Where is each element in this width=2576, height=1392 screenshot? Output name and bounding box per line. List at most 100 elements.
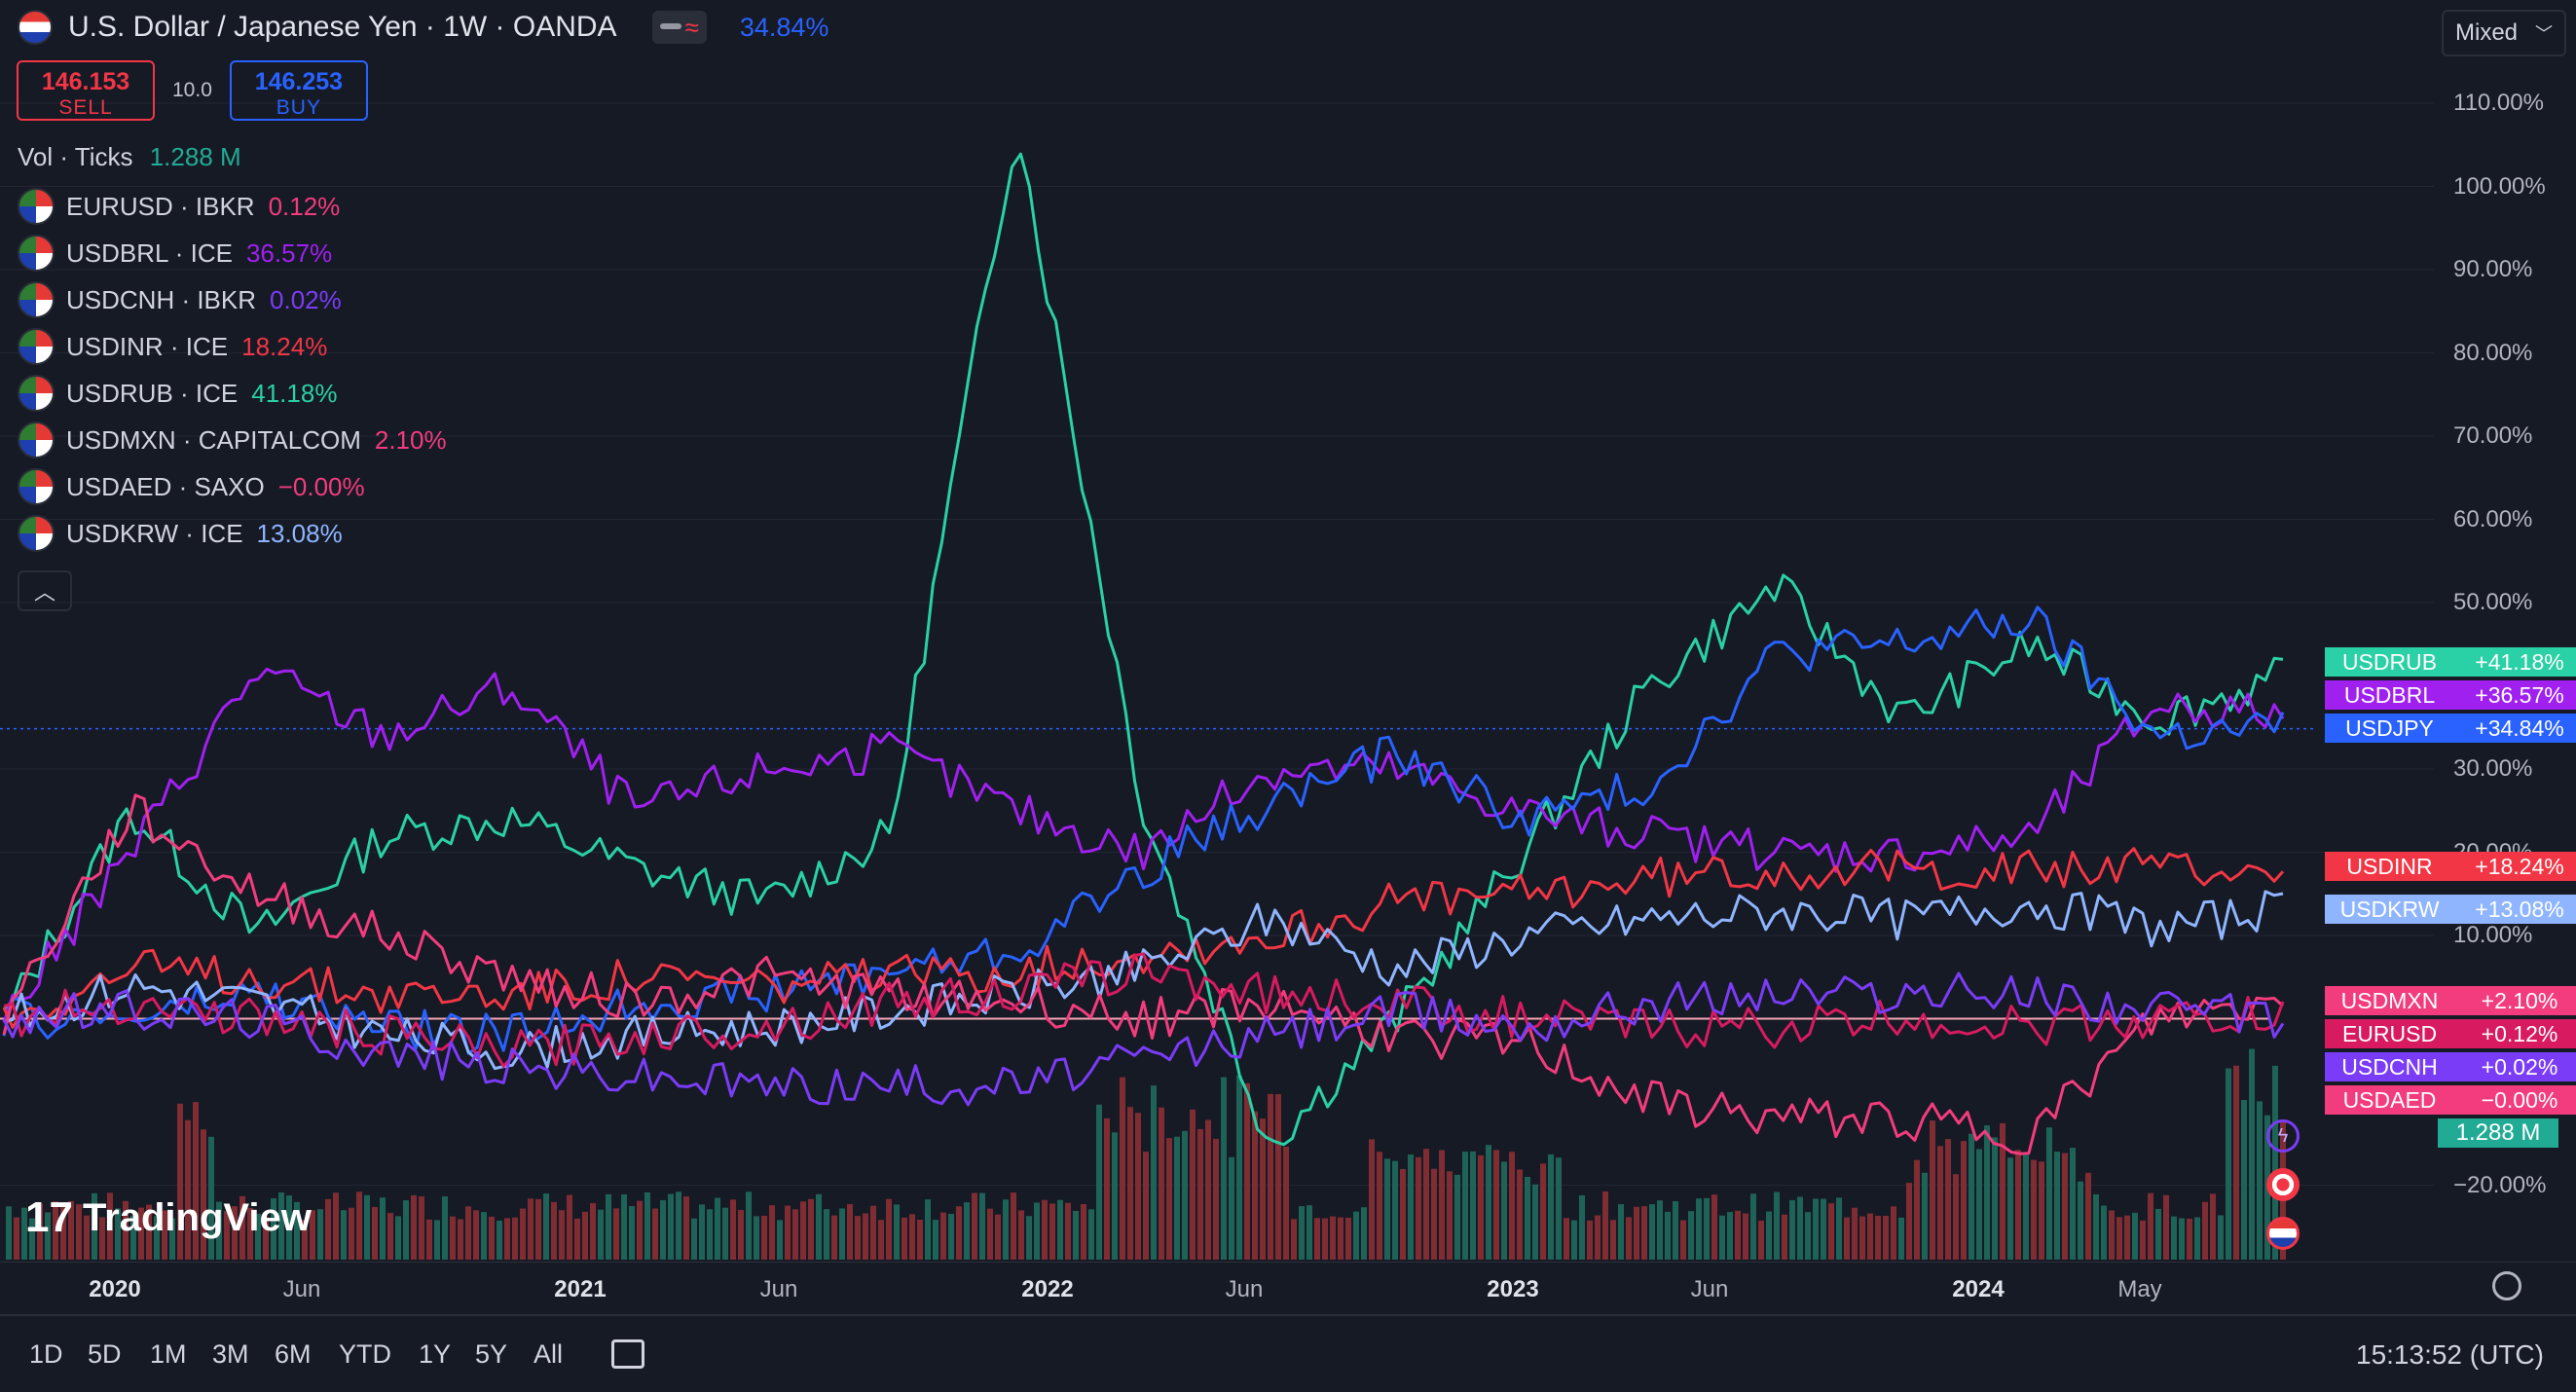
y-axis-label: 30.00% [2453, 755, 2533, 782]
volume-bar [606, 1193, 611, 1260]
legend-item[interactable]: USDMXN · CAPITALCOM 2.10% [18, 417, 447, 463]
volume-bar [1454, 1174, 1460, 1260]
volume-bar [349, 1207, 354, 1260]
spread-value: 10.0 [172, 79, 212, 101]
volume-bar [2085, 1172, 2091, 1260]
volume-bar [2124, 1215, 2130, 1260]
volume-bar [53, 1201, 58, 1260]
legend-item[interactable]: USDKRW · ICE 13.08% [18, 510, 447, 557]
volume-bar [979, 1192, 985, 1260]
legend-item[interactable]: USDBRL · ICE 36.57% [18, 230, 447, 276]
range-button-5y[interactable]: 5Y [475, 1339, 508, 1369]
series-tag-value: +0.12% [2454, 1019, 2576, 1048]
range-button-6m[interactable]: 6M [275, 1339, 312, 1369]
volume-bar [99, 1217, 105, 1260]
volume-bar [185, 1119, 191, 1260]
clock[interactable]: 15:13:52 (UTC) [2356, 1339, 2544, 1370]
x-axis-label: Jun [759, 1276, 798, 1302]
volume-bar [1353, 1211, 1359, 1260]
legend-item[interactable]: USDINR · ICE 18.24% [18, 323, 447, 370]
volume-bar [1088, 1209, 1094, 1260]
range-button-1m[interactable]: 1M [150, 1339, 187, 1369]
volume-bar [1423, 1149, 1429, 1260]
scale-mode-dropdown[interactable]: Mixed ﹀ [2442, 10, 2566, 56]
y-axis-label: 50.00% [2453, 589, 2533, 615]
volume-bar [1026, 1216, 1032, 1260]
volume-bar [310, 1210, 315, 1260]
volume-bar [1719, 1215, 1725, 1260]
record-icon[interactable] [2266, 1168, 2300, 1201]
scale-mode-label: Mixed [2455, 19, 2519, 46]
volume-bar [590, 1202, 596, 1260]
range-button-1d[interactable]: 1D [29, 1339, 63, 1369]
volume-bar [2148, 1192, 2153, 1260]
visibility-toggle[interactable]: ≈ [651, 11, 707, 44]
volume-bar [29, 1218, 35, 1260]
us-flag-icon[interactable] [2266, 1217, 2300, 1250]
range-button-ytd[interactable]: YTD [339, 1339, 391, 1369]
volume-bar [1922, 1172, 1928, 1260]
time-axis[interactable]: 2020 Jun 2021 Jun 2022 Jun 2023 Jun 2024 May [0, 1262, 2576, 1313]
legend-item[interactable]: USDAED · SAXO −0.00% [18, 463, 447, 510]
volume-bar [450, 1216, 456, 1260]
volume-bar [356, 1191, 362, 1260]
volume-bar [1704, 1197, 1710, 1260]
volume-bar [1174, 1136, 1180, 1260]
volume-bar [2062, 1153, 2068, 1260]
volume-bar [1937, 1146, 1943, 1260]
volume-bar [972, 1192, 977, 1260]
volume-bar [559, 1210, 565, 1260]
calendar-goto-icon[interactable] [611, 1339, 644, 1369]
volume-bar [2226, 1068, 2231, 1260]
series-tag: EURUSD +0.12% [2325, 1019, 2576, 1048]
symbol-title[interactable]: U.S. Dollar / Japanese Yen · 1W · OANDA [68, 11, 617, 43]
volume-bar [707, 1209, 713, 1260]
x-axis-label: Jun [1690, 1276, 1729, 1302]
volume-bar [146, 1204, 152, 1260]
volume-bar [2233, 1065, 2239, 1260]
buy-button[interactable]: 146.253 BUY [229, 60, 368, 121]
volume-bar [162, 1210, 167, 1260]
volume-legend[interactable]: Vol · Ticks 1.288 M [18, 142, 447, 172]
gear-icon[interactable] [2492, 1271, 2521, 1300]
series-tag: USDINR +18.24% [2325, 852, 2576, 881]
volume-bar [598, 1209, 604, 1260]
volume-bar [1649, 1204, 1655, 1260]
volume-bar [1439, 1150, 1445, 1260]
volume-bar [169, 1218, 175, 1260]
volume-bar [1369, 1139, 1375, 1260]
legend-item[interactable]: EURUSD · IBKR 0.12% [18, 183, 447, 230]
range-button-all[interactable]: All [534, 1339, 564, 1369]
sell-button[interactable]: 146.153 SELL [17, 60, 155, 121]
legend-item[interactable]: USDRUB · ICE 41.18% [18, 370, 447, 417]
range-button-5d[interactable]: 5D [88, 1339, 122, 1369]
legend-symbol: USDKRW · ICE [66, 518, 243, 548]
volume-bar [1852, 1207, 1858, 1260]
volume-bar [76, 1204, 82, 1260]
volume-bar [1096, 1104, 1102, 1260]
volume-bar [465, 1206, 471, 1260]
volume-bar [107, 1192, 113, 1260]
series-tag-value: −0.00% [2454, 1085, 2576, 1115]
collapse-legend-button[interactable]: ︿ [18, 570, 72, 611]
volume-bar [839, 1208, 845, 1260]
volume-bar [21, 1207, 27, 1260]
legend-item[interactable]: USDCNH · IBKR 0.02% [18, 276, 447, 323]
volume-bar [1478, 1154, 1484, 1260]
volume-bar [637, 1200, 643, 1260]
volume-bar [2194, 1217, 2200, 1260]
lightning-icon[interactable]: ϟ [2266, 1119, 2300, 1153]
range-button-3m[interactable]: 3M [212, 1339, 249, 1369]
volume-bar [1688, 1211, 1694, 1260]
volume-bar [2272, 1065, 2278, 1260]
currency-flag-icon [18, 468, 55, 505]
volume-bar [387, 1213, 393, 1260]
volume-bar [769, 1205, 775, 1260]
volume-bar [372, 1206, 378, 1260]
volume-bar [1081, 1203, 1086, 1260]
range-button-1y[interactable]: 1Y [419, 1339, 452, 1369]
volume-bar [1018, 1210, 1024, 1260]
volume-bar [411, 1194, 417, 1260]
volume-bar [1338, 1217, 1343, 1260]
